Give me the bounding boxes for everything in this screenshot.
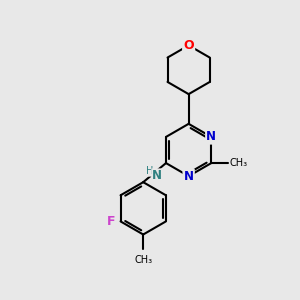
Text: F: F: [107, 215, 115, 228]
Text: N: N: [152, 169, 162, 182]
Text: N: N: [206, 130, 216, 143]
Text: O: O: [183, 39, 194, 52]
Text: CH₃: CH₃: [134, 255, 152, 265]
Text: H: H: [146, 166, 153, 176]
Text: N: N: [184, 170, 194, 183]
Text: CH₃: CH₃: [230, 158, 248, 168]
